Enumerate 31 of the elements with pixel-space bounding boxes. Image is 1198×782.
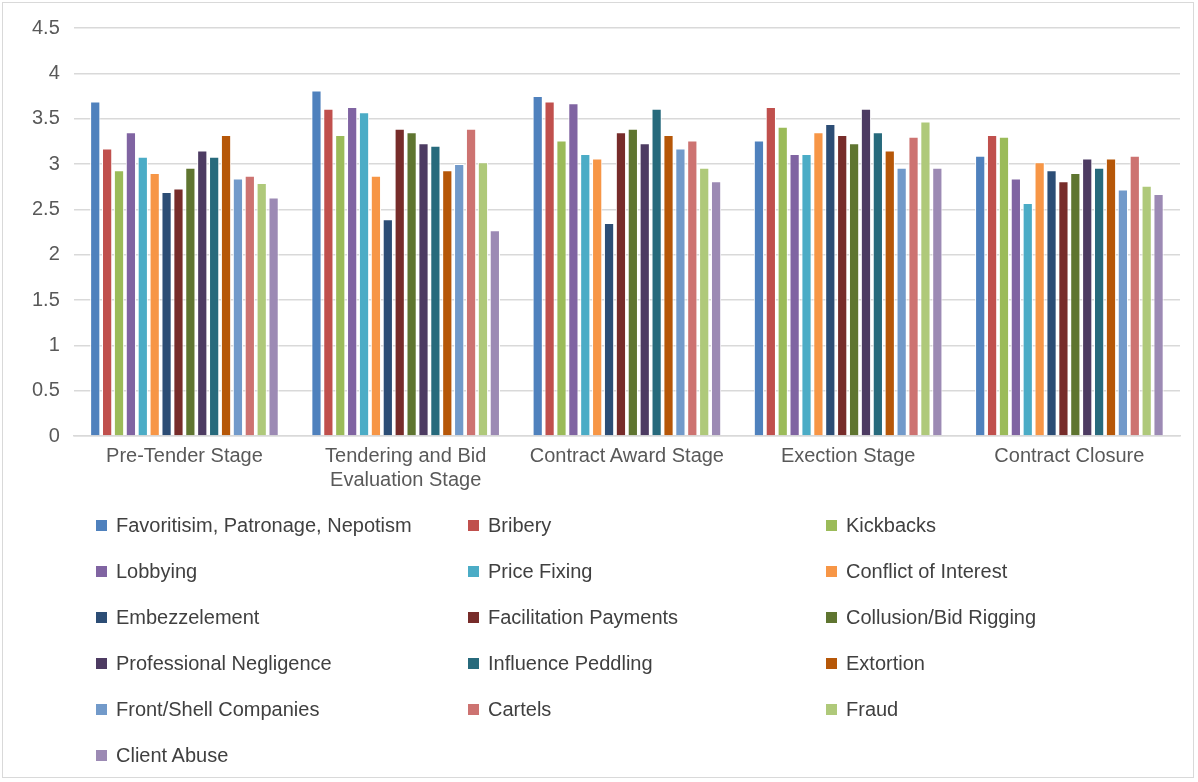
legend-label: Professional Negligence [116,651,332,675]
legend-label: Front/Shell Companies [116,697,320,721]
y-tick-label: 1.5 [31,287,60,310]
legend-label: Conflict of Interest [846,559,1008,583]
legend-label: Bribery [488,513,552,537]
legend-label: Extortion [846,651,925,675]
y-tick-label: 0.5 [31,378,60,401]
legend-label: Favoritisim, Patronage, Nepotism [116,513,412,537]
x-tick-label: Pre-Tender Stage [106,443,263,466]
y-tick-label: 3.5 [31,106,60,129]
legend-label: Cartels [488,697,552,721]
y-tick-label: 4.5 [31,15,60,38]
legend-label: Influence Peddling [488,651,653,675]
y-tick-label: 2.5 [31,196,60,219]
y-tick-label: 2 [48,242,60,265]
legend-label: Kickbacks [846,513,937,537]
y-tick-label: 0 [48,423,60,446]
legend-label: Collusion/Bid Rigging [846,605,1037,629]
legend-label: Price Fixing [488,559,593,583]
x-tick-label: Contract Closure [994,443,1145,466]
legend-label: Fraud [846,697,899,721]
y-tick-label: 4 [48,60,60,83]
x-tick-label: Exection Stage [780,443,916,466]
legend-label: Facilitation Payments [488,605,679,629]
legend-label: Lobbying [116,559,198,583]
y-tick-label: 3 [48,151,60,174]
legend-label: Embezzelement [116,605,260,629]
legend-label: Client Abuse [116,743,229,767]
x-tick-label: Contract Award Stage [529,443,724,466]
y-tick-label: 1 [48,332,60,355]
x-tick-label: Tendering and Bid Evaluation Stage [325,443,487,490]
